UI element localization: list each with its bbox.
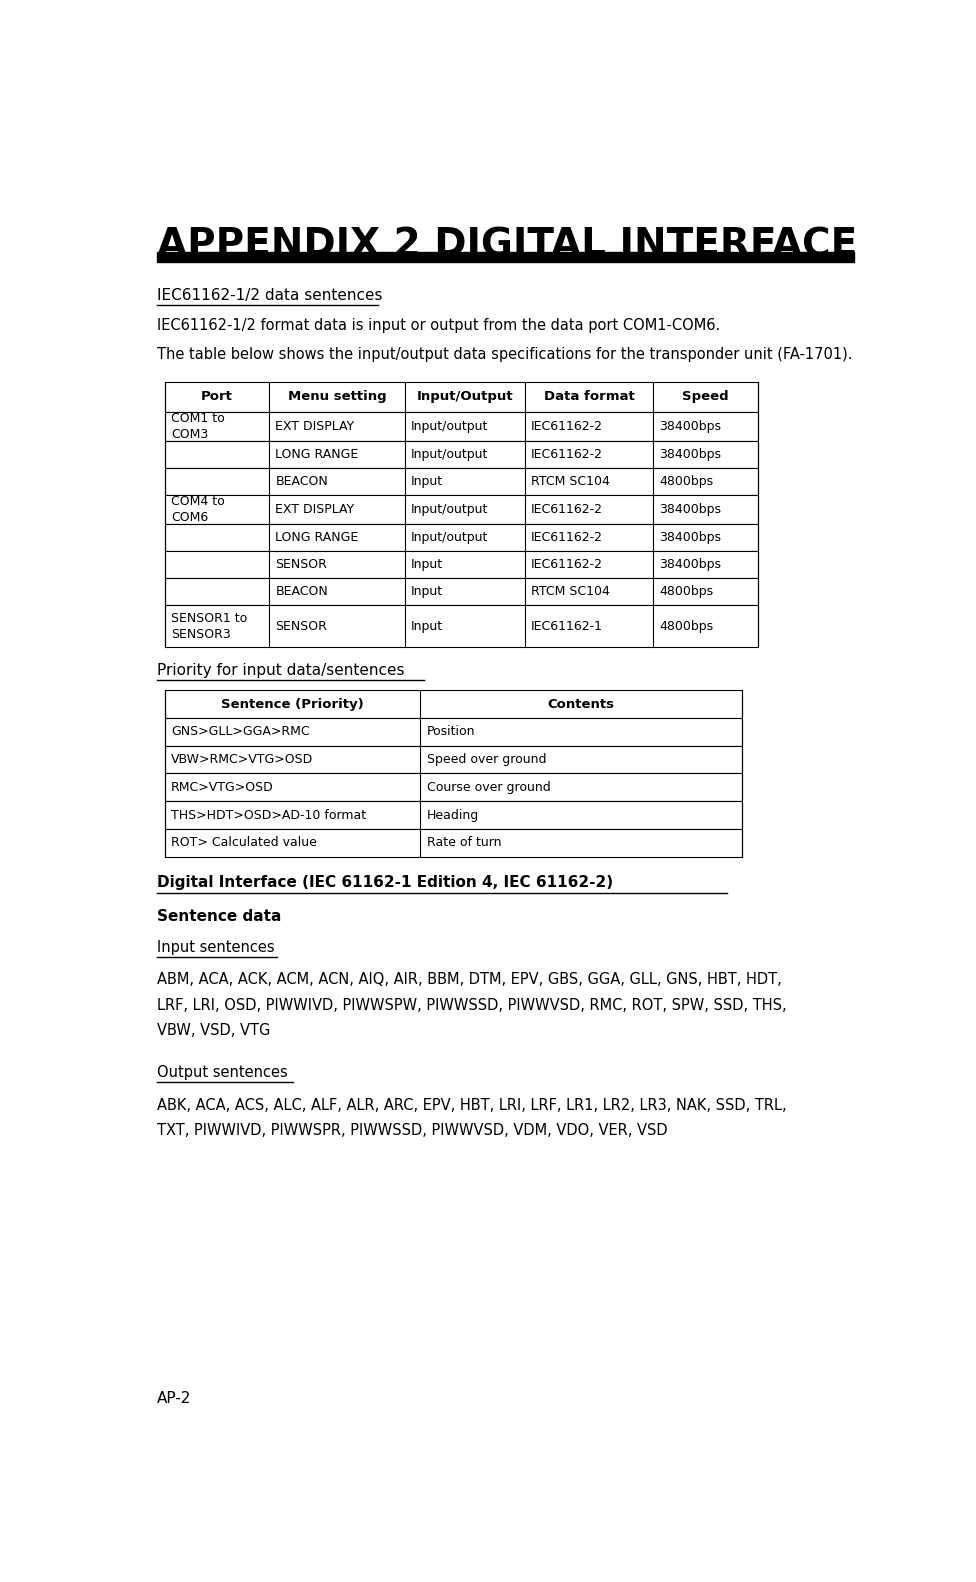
Text: Menu setting: Menu setting [288,391,386,403]
Text: Digital Interface (IEC 61162-1 Edition 4, IEC 61162-2): Digital Interface (IEC 61162-1 Edition 4… [157,875,613,891]
Text: RMC>VTG>OSD: RMC>VTG>OSD [171,782,273,794]
Text: The table below shows the input/output data specifications for the transponder u: The table below shows the input/output d… [157,346,852,362]
Bar [165,800,742,829]
Text: IEC61162-2: IEC61162-2 [531,558,603,571]
Text: THS>HDT>OSD>AD-10 format: THS>HDT>OSD>AD-10 format [171,808,366,821]
Text: Input sentences: Input sentences [157,940,274,956]
Text: ABM, ACA, ACK, ACM, ACN, AIQ, AIR, BBM, DTM, EPV, GBS, GGA, GLL, GNS, HBT, HDT,: ABM, ACA, ACK, ACM, ACN, AIQ, AIR, BBM, … [157,973,782,987]
Text: ABK, ACA, ACS, ALC, ALF, ALR, ARC, EPV, HBT, LRI, LRF, LR1, LR2, LR3, NAK, SSD, : ABK, ACA, ACS, ALC, ALF, ALR, ARC, EPV, … [157,1098,787,1112]
Bar [165,829,742,857]
Text: 4800bps: 4800bps [659,585,713,598]
Text: Input/output: Input/output [411,419,488,433]
Text: COM4 to
COM6: COM4 to COM6 [171,495,224,524]
Text: VBW, VSD, VTG: VBW, VSD, VTG [157,1024,270,1038]
Text: EXT DISPLAY: EXT DISPLAY [275,503,354,516]
Text: Input/output: Input/output [411,448,488,460]
Bar [165,774,742,800]
Text: IEC61162-2: IEC61162-2 [531,503,603,516]
Text: Input: Input [411,585,443,598]
Text: 38400bps: 38400bps [659,532,721,544]
Text: 4800bps: 4800bps [659,475,713,487]
Text: Position: Position [427,726,475,739]
Text: COM1 to
COM3: COM1 to COM3 [171,411,224,441]
Text: APPENDIX 2 DIGITAL INTERFACE: APPENDIX 2 DIGITAL INTERFACE [157,226,857,264]
Text: SENSOR: SENSOR [275,620,327,633]
Bar [165,495,757,524]
Text: SENSOR1 to
SENSOR3: SENSOR1 to SENSOR3 [171,612,247,641]
Text: Speed: Speed [682,391,728,403]
Text: RTCM SC104: RTCM SC104 [531,475,610,487]
Text: Input: Input [411,620,443,633]
Text: EXT DISPLAY: EXT DISPLAY [275,419,354,433]
Text: SENSOR: SENSOR [275,558,327,571]
Bar [165,468,757,495]
Text: Input: Input [411,558,443,571]
Bar [157,252,854,263]
Text: IEC61162-2: IEC61162-2 [531,448,603,460]
Text: Course over ground: Course over ground [427,782,550,794]
Text: Sentence (Priority): Sentence (Priority) [222,698,364,710]
Text: RTCM SC104: RTCM SC104 [531,585,610,598]
Text: 38400bps: 38400bps [659,558,721,571]
Bar [165,718,742,745]
Bar [165,604,757,647]
Text: Input/Output: Input/Output [417,391,513,403]
Text: Input: Input [411,475,443,487]
Text: ROT> Calculated value: ROT> Calculated value [171,837,316,850]
Text: Sentence data: Sentence data [157,910,281,924]
Bar [165,524,757,551]
Text: Speed over ground: Speed over ground [427,753,547,766]
Text: GNS>GLL>GGA>RMC: GNS>GLL>GGA>RMC [171,726,309,739]
Text: IEC61162-2: IEC61162-2 [531,532,603,544]
Text: IEC61162-1/2 format data is input or output from the data port COM1-COM6.: IEC61162-1/2 format data is input or out… [157,318,720,334]
Text: LRF, LRI, OSD, PIWWIVD, PIWWSPW, PIWWSSD, PIWWVSD, RMC, ROT, SPW, SSD, THS,: LRF, LRI, OSD, PIWWIVD, PIWWSPW, PIWWSSD… [157,998,787,1012]
Bar [165,690,742,718]
Text: Port: Port [201,391,233,403]
Bar [165,745,742,774]
Text: 38400bps: 38400bps [659,503,721,516]
Text: VBW>RMC>VTG>OSD: VBW>RMC>VTG>OSD [171,753,313,766]
Text: TXT, PIWWIVD, PIWWSPR, PIWWSSD, PIWWVSD, VDM, VDO, VER, VSD: TXT, PIWWIVD, PIWWSPR, PIWWSSD, PIWWVSD,… [157,1123,668,1137]
Text: 38400bps: 38400bps [659,419,721,433]
Text: IEC61162-1: IEC61162-1 [531,620,603,633]
Text: BEACON: BEACON [275,585,328,598]
Text: Output sentences: Output sentences [157,1065,288,1081]
Text: Input/output: Input/output [411,503,488,516]
Bar [165,383,757,411]
Bar [165,551,757,577]
Bar [165,441,757,468]
Bar [165,411,757,441]
Text: LONG RANGE: LONG RANGE [275,532,359,544]
Text: Data format: Data format [544,391,634,403]
Bar [165,577,757,604]
Text: IEC61162-2: IEC61162-2 [531,419,603,433]
Text: Contents: Contents [548,698,615,710]
Text: LONG RANGE: LONG RANGE [275,448,359,460]
Text: IEC61162-1/2 data sentences: IEC61162-1/2 data sentences [157,288,383,302]
Text: 4800bps: 4800bps [659,620,713,633]
Text: BEACON: BEACON [275,475,328,487]
Text: Rate of turn: Rate of turn [427,837,501,850]
Text: Priority for input data/sentences: Priority for input data/sentences [157,663,404,677]
Text: Heading: Heading [427,808,479,821]
Text: Input/output: Input/output [411,532,488,544]
Text: 38400bps: 38400bps [659,448,721,460]
Text: AP-2: AP-2 [157,1391,191,1406]
